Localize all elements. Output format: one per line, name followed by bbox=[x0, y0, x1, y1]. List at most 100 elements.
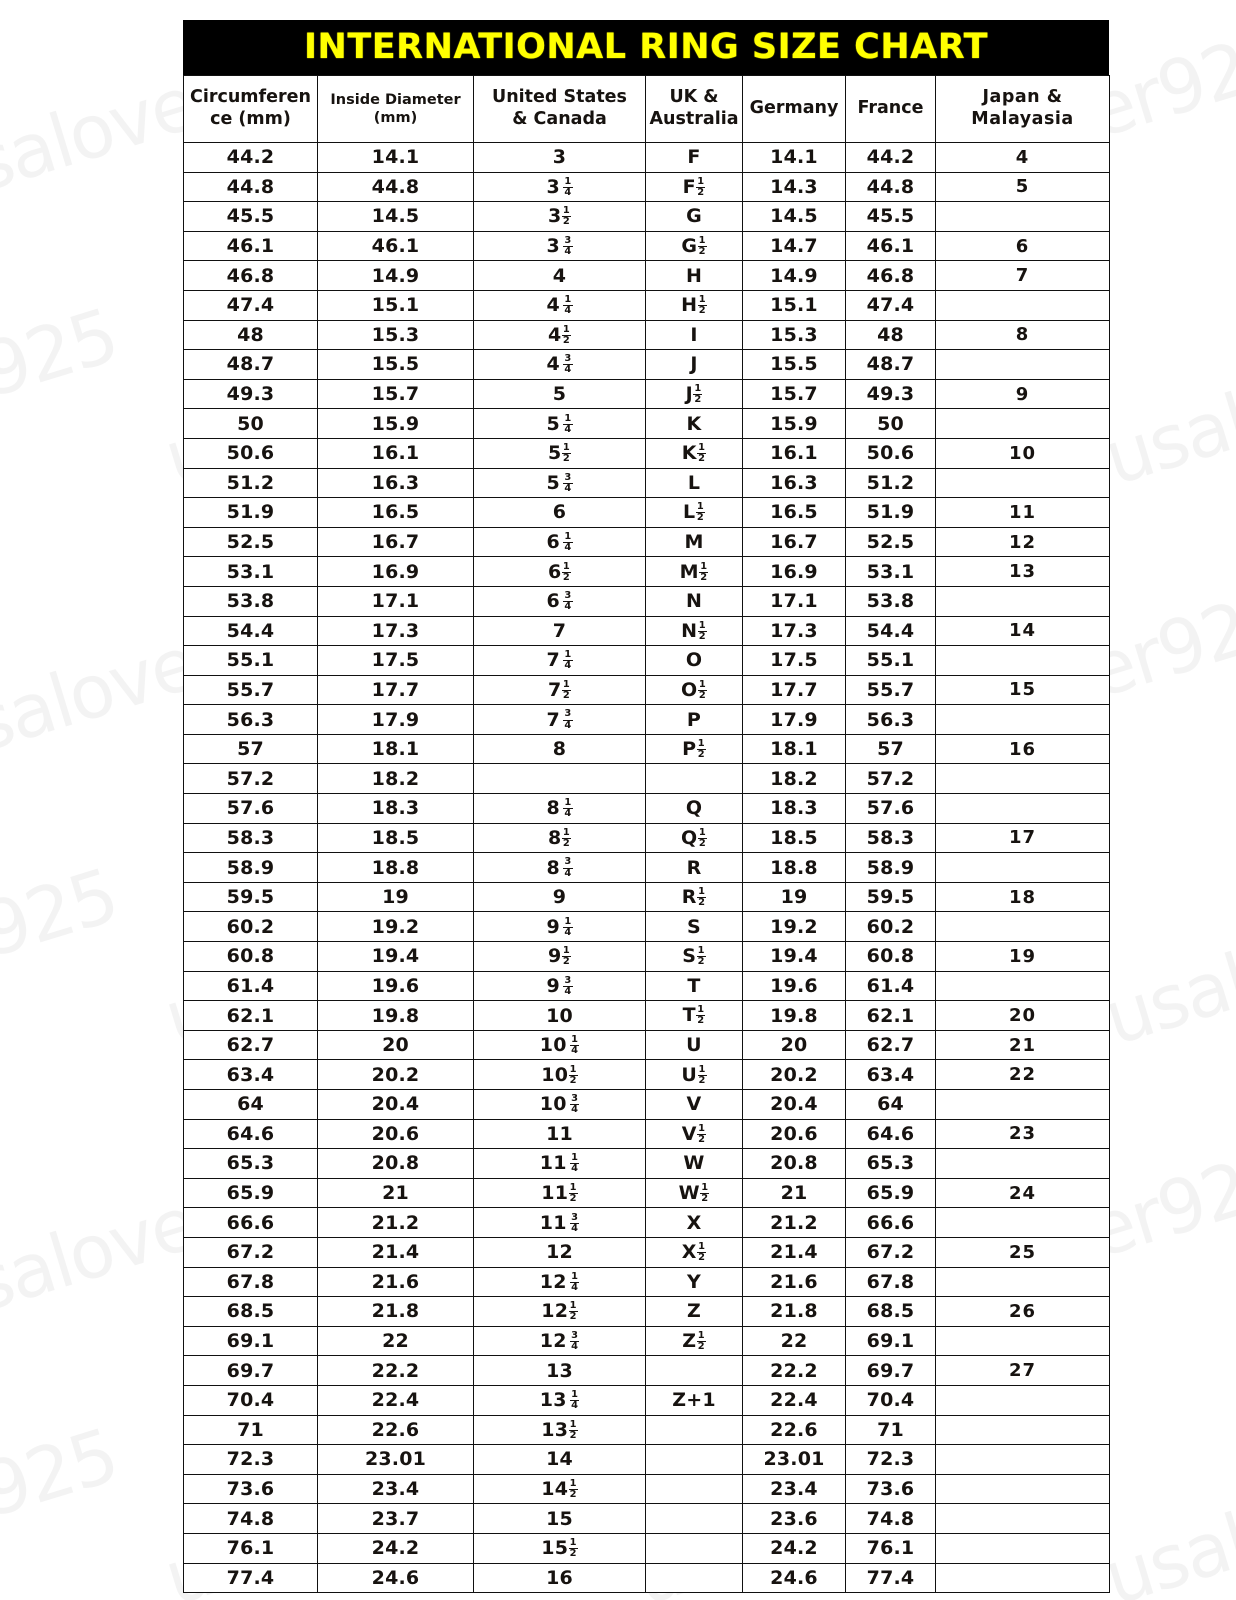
cell-germany: 15.5 bbox=[742, 349, 846, 380]
uk-letter: Q bbox=[681, 826, 698, 849]
cell-circumference: 57.2 bbox=[183, 763, 318, 795]
table-row: 64 20.4 10 3 4 V 20.4 64 bbox=[183, 1089, 1110, 1120]
fraction-numerator: 1 bbox=[563, 175, 573, 188]
cell-france: 46.1 bbox=[845, 230, 936, 262]
table-row: 62.7 20 10 1 4 U 20 62.7 21 bbox=[183, 1029, 1110, 1061]
us-size-value: 13 1 2 bbox=[541, 1419, 578, 1441]
us-whole-number: 11 bbox=[541, 1182, 569, 1205]
table-row: 51.9 16.5 6 L 1 2 16.5 51.9 11 bbox=[183, 497, 1110, 528]
cell-uk-australia: I bbox=[645, 319, 743, 351]
cell-circumference: 45.5 bbox=[183, 201, 318, 232]
uk-size-value: Q bbox=[686, 799, 702, 818]
cell-germany: 21.4 bbox=[742, 1236, 846, 1268]
cell-inside-diameter: 14.5 bbox=[317, 201, 474, 232]
cell-germany: 17.1 bbox=[742, 585, 846, 617]
uk-letter: L bbox=[687, 471, 701, 494]
header-line-1: Inside Diameter bbox=[330, 91, 461, 108]
table-row: 65.3 20.8 11 1 4 W 20.8 65.3 bbox=[183, 1148, 1110, 1179]
cell-uk-australia: F bbox=[645, 142, 743, 173]
cell-circumference: 64.6 bbox=[183, 1118, 318, 1150]
cell-us-canada: 6 bbox=[473, 497, 646, 528]
cell-germany: 15.1 bbox=[742, 289, 846, 321]
fraction-numerator: 1 bbox=[697, 886, 707, 899]
cell-japan-malayasia: 8 bbox=[935, 319, 1110, 351]
column-header-germany: Germany bbox=[742, 75, 846, 143]
fraction-denominator: 4 bbox=[571, 1163, 579, 1175]
fraction-denominator: 4 bbox=[564, 660, 572, 672]
cell-japan-malayasia: 15 bbox=[935, 674, 1110, 706]
us-size-value: 13 1 4 bbox=[540, 1390, 580, 1411]
cell-uk-australia: Z+1 bbox=[645, 1384, 743, 1416]
us-whole-number: 5 bbox=[548, 442, 562, 465]
us-whole-number: 6 bbox=[546, 530, 560, 553]
uk-letter: W bbox=[683, 1152, 705, 1175]
cell-japan-malayasia bbox=[935, 645, 1110, 676]
header-line-2: & Canada bbox=[512, 109, 607, 129]
uk-letter: R bbox=[681, 886, 697, 909]
fraction-numerator: 3 bbox=[570, 1329, 580, 1343]
cell-circumference: 57.6 bbox=[183, 793, 318, 824]
us-whole-number: 8 bbox=[552, 738, 567, 761]
fraction-numerator: 1 bbox=[696, 175, 706, 188]
cell-circumference: 46.1 bbox=[183, 230, 318, 262]
us-whole-number: 14 bbox=[541, 1477, 569, 1500]
cell-circumference: 77.4 bbox=[183, 1562, 318, 1594]
fraction-numerator: 3 bbox=[563, 234, 573, 248]
fraction-denominator: 4 bbox=[571, 1104, 579, 1116]
us-size-value: 12 3 4 bbox=[539, 1329, 580, 1353]
cell-france: 76.1 bbox=[845, 1532, 936, 1564]
column-header-us-canada: United States & Canada bbox=[473, 75, 646, 143]
fraction-numerator: 1 bbox=[697, 619, 707, 632]
us-size-value: 11 bbox=[546, 1124, 573, 1144]
fraction-denominator: 4 bbox=[564, 601, 572, 613]
us-size-value: 10 bbox=[546, 1006, 573, 1026]
us-whole-number: 12 bbox=[541, 1300, 569, 1323]
cell-japan-malayasia bbox=[935, 793, 1110, 824]
cell-us-canada: 13 1 2 bbox=[473, 1414, 646, 1446]
cell-germany: 19 bbox=[742, 881, 846, 913]
fraction-numerator: 1 bbox=[693, 382, 703, 396]
fraction-denominator: 2 bbox=[562, 837, 570, 849]
table-row: 73.6 23.4 14 1 2 23.4 73.6 bbox=[183, 1473, 1110, 1505]
cell-germany: 15.3 bbox=[742, 319, 846, 351]
us-whole-number: 9 bbox=[546, 915, 560, 938]
cell-inside-diameter: 19.6 bbox=[317, 970, 474, 1002]
us-whole-number: 7 bbox=[546, 649, 560, 672]
cell-france: 70.4 bbox=[845, 1384, 936, 1416]
cell-inside-diameter: 23.7 bbox=[317, 1503, 474, 1534]
watermark-text: usalover925 bbox=[1095, 293, 1236, 503]
cell-germany: 23.6 bbox=[742, 1503, 846, 1534]
cell-inside-diameter: 20.6 bbox=[317, 1118, 474, 1150]
fraction-denominator: 4 bbox=[571, 1045, 579, 1057]
header-line-1: Germany bbox=[749, 98, 839, 119]
us-whole-number: 12 bbox=[539, 1330, 567, 1353]
table-row: 60.8 19.4 9 1 2 S 1 2 19.4 60.8 19 bbox=[183, 941, 1110, 972]
table-row: 53.1 16.9 6 1 2 M 1 2 16.9 53.1 13 bbox=[183, 556, 1110, 587]
uk-letter: G bbox=[686, 205, 702, 228]
fraction-numerator: 3 bbox=[563, 353, 573, 366]
cell-japan-malayasia bbox=[935, 1562, 1110, 1594]
cell-circumference: 76.1 bbox=[183, 1532, 318, 1564]
uk-letter: N bbox=[681, 619, 698, 642]
us-whole-number: 5 bbox=[552, 383, 567, 406]
cell-uk-australia bbox=[645, 1562, 743, 1594]
